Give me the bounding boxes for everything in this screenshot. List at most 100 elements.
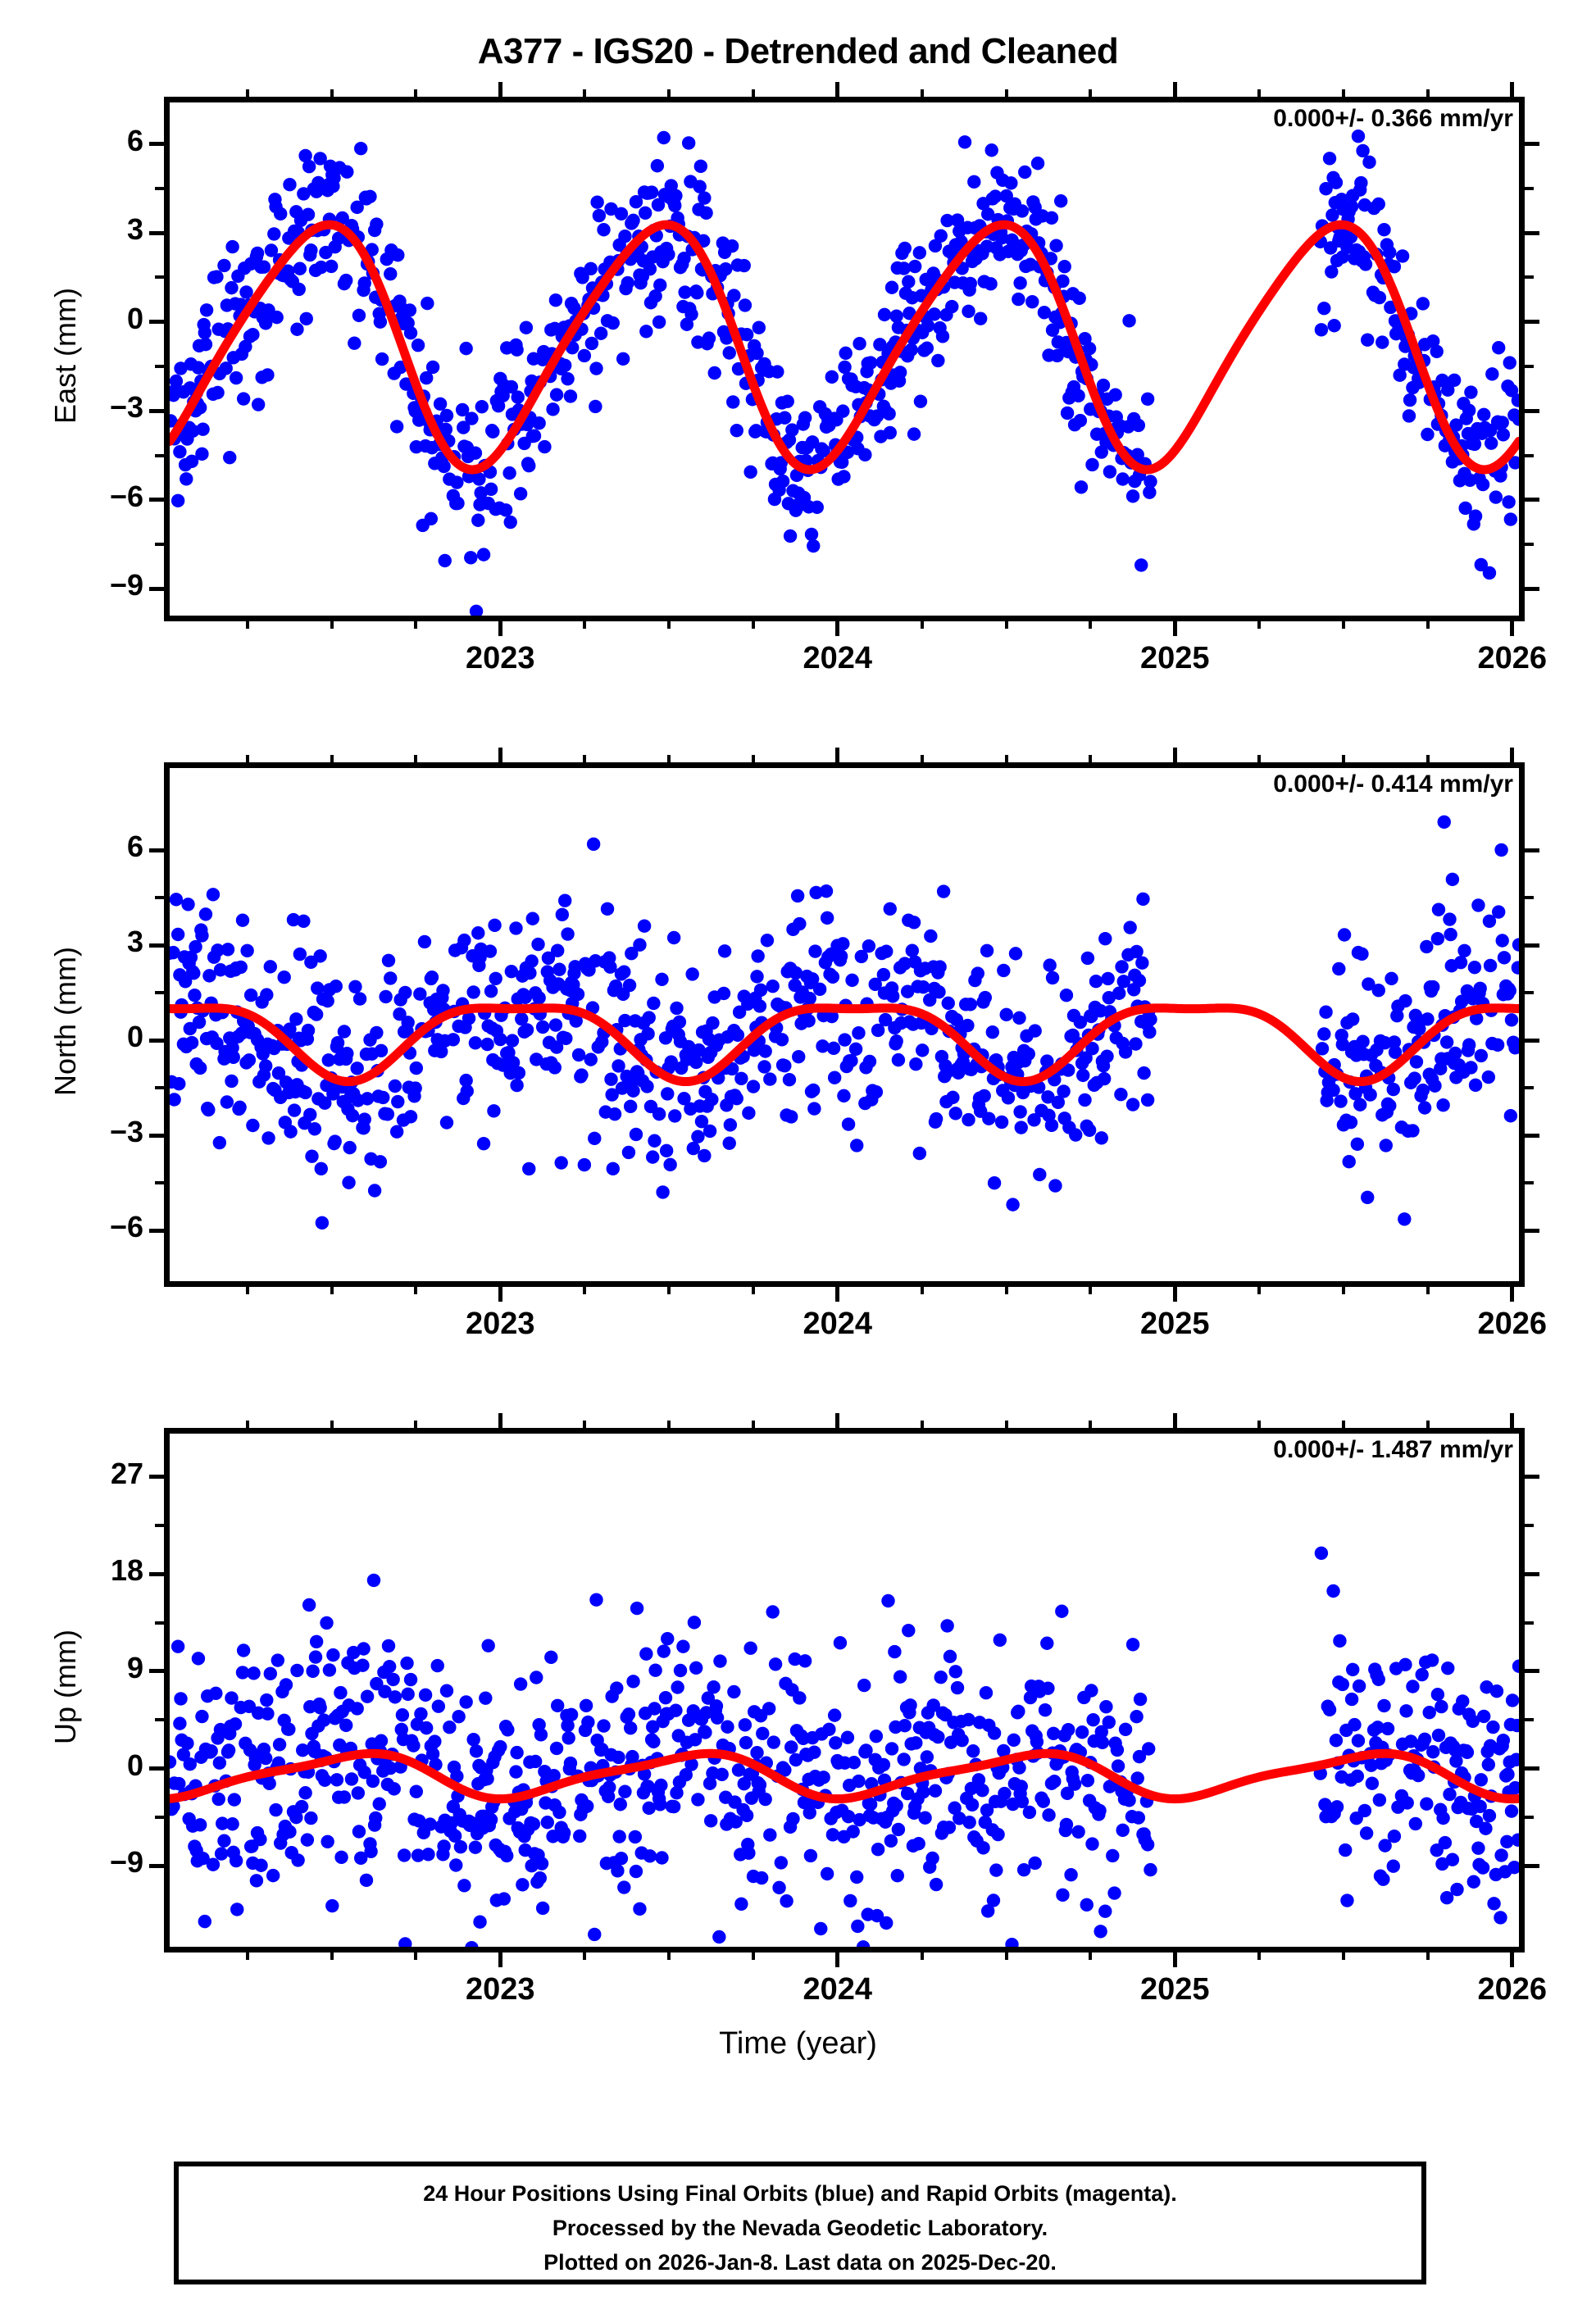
xtick-mark-top-up-2: [1172, 1413, 1177, 1431]
xtick-minor-top-up: [583, 1421, 587, 1431]
xtick-mark-top-east-2: [1172, 82, 1177, 100]
ytick-mark-right-east-5: [1525, 586, 1539, 591]
xtick-minor-north: [1004, 1284, 1008, 1294]
ytick-mark-east-4: [149, 498, 164, 502]
xtick-minor-up: [1004, 1949, 1008, 1960]
xtick-minor-top-north: [414, 755, 418, 766]
xtick-minor-east: [1342, 618, 1346, 629]
xtick-minor-east: [330, 618, 334, 629]
panel-east-series: [170, 130, 1519, 616]
xtick-label-up-1: 2024: [803, 1972, 873, 2007]
xtick-minor-top-east: [920, 89, 924, 100]
xtick-mark-bottom-north-3: [1510, 1284, 1515, 1302]
ytick-mark-right-north-0: [1525, 848, 1539, 852]
ytick-minor-up: [155, 1524, 164, 1528]
ytick-mark-right-east-4: [1525, 498, 1539, 502]
ytick-minor-up: [155, 1621, 164, 1625]
xtick-minor-top-east: [583, 89, 587, 100]
xtick-minor-north: [583, 1284, 587, 1294]
panel-east: 0.000+/- 0.366 mm/yr: [164, 97, 1525, 621]
xtick-mark-top-north-2: [1172, 748, 1177, 766]
ytick-minor-north: [155, 1086, 164, 1090]
footer-line-1: 24 Hour Positions Using Final Orbits (bl…: [423, 2181, 1177, 2206]
xtick-minor-top-up: [1004, 1421, 1008, 1431]
ytick-label-north-0: 6: [126, 830, 143, 864]
xtick-minor-east: [1004, 618, 1008, 629]
panel-up-series: [170, 1546, 1519, 1947]
xtick-minor-north: [1257, 1284, 1262, 1294]
xtick-minor-top-up: [1342, 1421, 1346, 1431]
xtick-label-up-2: 2025: [1139, 1972, 1210, 2007]
xtick-label-east-0: 2023: [465, 641, 535, 675]
ytick-mark-right-north-3: [1525, 1133, 1539, 1138]
footer-line-2: Processed by the Nevada Geodetic Laborat…: [552, 2216, 1048, 2240]
xtick-minor-north: [1089, 1284, 1093, 1294]
xtick-minor-east: [1425, 618, 1430, 629]
ytick-label-east-2: 0: [126, 301, 143, 335]
ytick-minor-right-east: [1525, 543, 1534, 547]
xtick-mark-bottom-up-0: [498, 1949, 502, 1967]
xtick-minor-top-up: [1089, 1421, 1093, 1431]
xtick-minor-east: [1089, 618, 1093, 629]
footer-box: 24 Hour Positions Using Final Orbits (bl…: [174, 2162, 1426, 2284]
xtick-minor-top-up: [245, 1421, 249, 1431]
ytick-mark-right-up-0: [1525, 1475, 1539, 1480]
ytick-mark-north-0: [149, 848, 164, 852]
xtick-minor-top-north: [245, 755, 249, 766]
xtick-mark-bottom-east-0: [498, 618, 502, 636]
xtick-minor-north: [920, 1284, 924, 1294]
ytick-label-east-5: −9: [109, 568, 143, 602]
xtick-mark-bottom-east-3: [1510, 618, 1515, 636]
ytick-minor-up: [155, 1815, 164, 1819]
xtick-label-north-2: 2025: [1139, 1307, 1210, 1341]
xtick-minor-up: [1089, 1949, 1093, 1960]
ylabel-east: East (mm): [48, 288, 82, 424]
xtick-minor-east: [751, 618, 755, 629]
ytick-mark-right-east-1: [1525, 230, 1539, 235]
ytick-mark-up-3: [149, 1766, 164, 1771]
ytick-minor-right-east: [1525, 275, 1534, 280]
xtick-minor-up: [1425, 1949, 1430, 1960]
ytick-mark-east-0: [149, 142, 164, 147]
xtick-minor-top-north: [1342, 755, 1346, 766]
xtick-minor-east: [245, 618, 249, 629]
ytick-mark-north-4: [149, 1228, 164, 1233]
ytick-label-east-3: −3: [109, 390, 143, 425]
xtick-mark-bottom-north-0: [498, 1284, 502, 1302]
ytick-minor-right-east: [1525, 186, 1534, 190]
xtick-minor-top-up: [667, 1421, 671, 1431]
ytick-label-north-4: −6: [109, 1210, 143, 1244]
ytick-label-up-0: 27: [110, 1456, 143, 1490]
xtick-mark-top-north-3: [1510, 748, 1515, 766]
ytick-mark-right-up-2: [1525, 1669, 1539, 1674]
xtick-minor-east: [1257, 618, 1262, 629]
ytick-mark-right-north-4: [1525, 1228, 1539, 1233]
ylabel-north: North (mm): [48, 947, 82, 1096]
ytick-minor-north: [155, 1181, 164, 1185]
ytick-label-up-1: 18: [110, 1553, 143, 1588]
ylabel-up: Up (mm): [48, 1630, 82, 1744]
ytick-mark-up-0: [149, 1475, 164, 1480]
ytick-mark-right-east-3: [1525, 408, 1539, 413]
ytick-label-east-1: 3: [126, 212, 143, 247]
ytick-label-up-2: 9: [126, 1650, 143, 1684]
xtick-minor-top-east: [751, 89, 755, 100]
xtick-mark-bottom-east-1: [835, 618, 840, 636]
xtick-mark-top-east-1: [835, 82, 840, 100]
xtick-minor-top-up: [751, 1421, 755, 1431]
xtick-minor-up: [330, 1949, 334, 1960]
ytick-minor-right-up: [1525, 1718, 1534, 1722]
xtick-mark-bottom-up-1: [835, 1949, 840, 1967]
ytick-label-north-3: −3: [109, 1115, 143, 1149]
xtick-minor-top-up: [414, 1421, 418, 1431]
xtick-minor-top-east: [1257, 89, 1262, 100]
xtick-minor-top-east: [330, 89, 334, 100]
xtick-mark-top-east-3: [1510, 82, 1515, 100]
ytick-minor-right-up: [1525, 1621, 1534, 1625]
xtick-minor-top-up: [920, 1421, 924, 1431]
ytick-mark-north-1: [149, 943, 164, 948]
ytick-minor-right-east: [1525, 453, 1534, 457]
xtick-minor-top-east: [1089, 89, 1093, 100]
xtick-minor-top-north: [667, 755, 671, 766]
panel-north: 0.000+/- 0.414 mm/yr: [164, 762, 1525, 1287]
